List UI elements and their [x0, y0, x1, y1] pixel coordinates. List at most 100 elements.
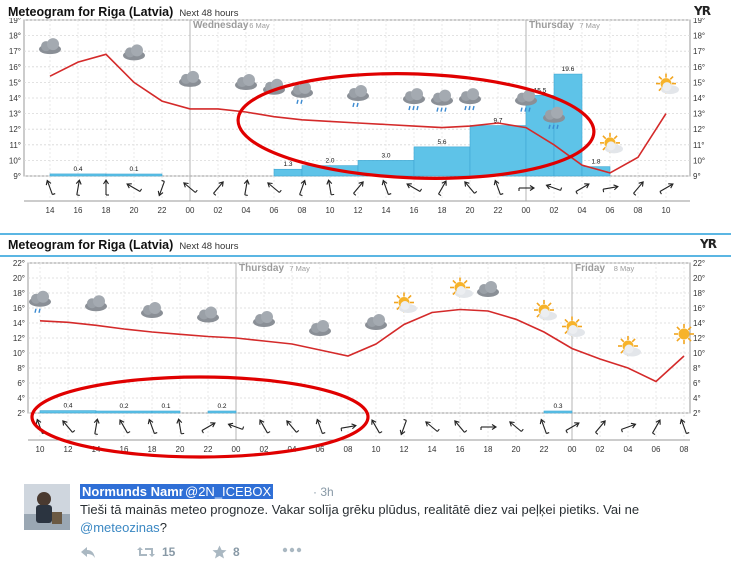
author-handle[interactable]: @2N_ICEBOX [183, 484, 274, 499]
y-tick-left: 14° [9, 94, 21, 103]
precip-bar [207, 410, 237, 414]
cloud-rain-icon [29, 290, 51, 313]
wind-arrow [340, 423, 357, 432]
x-tick-label: 14 [46, 206, 55, 215]
wind-barb [474, 191, 478, 194]
sun-icon [562, 316, 585, 337]
y-tick-right: 4° [693, 394, 701, 403]
y-tick-left: 10° [13, 349, 25, 358]
y-tick-left: 20° [13, 274, 25, 283]
sun-ray [687, 337, 692, 342]
x-tick-label: 00 [186, 206, 195, 215]
cloud-shape [606, 141, 616, 151]
avatar[interactable] [24, 484, 70, 530]
wind-barb [194, 189, 198, 193]
sun-ray [613, 135, 618, 140]
precip-label: 0.3 [553, 403, 562, 410]
x-tick-label: 08 [634, 206, 643, 215]
wind-shaft [299, 181, 305, 195]
sun-icon [618, 336, 641, 357]
x-tick-label: 10 [372, 445, 381, 454]
raindrop [412, 105, 415, 111]
raindrop [408, 105, 411, 111]
y-tick-right: 11° [693, 141, 705, 150]
wind-arrow [539, 418, 550, 435]
precip-label: 1.3 [283, 161, 292, 168]
raindrop [34, 308, 37, 313]
wind-arrow [480, 424, 498, 430]
cloud-shape [47, 38, 59, 51]
wind-head [75, 179, 82, 185]
wind-barb [213, 192, 217, 196]
wind-barb [72, 430, 76, 433]
y-tick-left: 15° [9, 78, 21, 87]
wind-arrow [201, 422, 216, 434]
retweet-button[interactable]: 15 [136, 545, 175, 559]
y-tick-right: 17° [693, 47, 705, 56]
retweet-count: 15 [162, 545, 176, 559]
cloud-rain-icon [309, 320, 331, 336]
wind-shaft [287, 421, 297, 433]
cloud-shape [624, 344, 634, 354]
author-name[interactable]: Normunds Namnieks [80, 484, 215, 499]
precip-label: 15.5 [534, 87, 547, 94]
annotation-ellipse [236, 72, 596, 180]
x-tick-label: 00 [232, 445, 241, 454]
wind-arrow [493, 179, 504, 196]
wind-arrow [454, 420, 468, 433]
wind-shaft [595, 421, 605, 433]
raindrop [548, 124, 551, 129]
day-date: 6 May [249, 21, 270, 30]
yr-logo[interactable]: YR [700, 237, 717, 251]
sun-ray [536, 302, 541, 307]
day-date: 7 May [579, 21, 600, 30]
wind-shaft [541, 420, 547, 434]
favorite-button[interactable]: 8 [212, 545, 240, 559]
wind-shaft [353, 182, 363, 194]
precip-label: 0.4 [73, 166, 82, 173]
wind-barb [379, 431, 383, 434]
more-button[interactable] [282, 545, 302, 555]
tweet-actions: 15 8 [80, 545, 380, 565]
x-tick-label: 02 [550, 206, 559, 215]
cloud-rain-icon [197, 306, 219, 323]
precip-bar [49, 173, 107, 177]
x-tick-label: 18 [484, 445, 493, 454]
tweet[interactable]: Normunds Namnieks @2N_ICEBOX · 3h Tieši … [0, 475, 731, 578]
sun-ray [676, 326, 681, 331]
y-tick-left: 18° [9, 32, 21, 41]
tweet-timestamp[interactable]: · 3h [313, 485, 334, 499]
x-tick-label: 20 [176, 445, 185, 454]
y-tick-left: 19° [9, 18, 21, 25]
wind-arrow [438, 180, 447, 197]
cloud-shape [485, 281, 497, 293]
x-tick-label: 12 [400, 445, 409, 454]
reply-button[interactable] [80, 545, 96, 559]
precip-bar [95, 410, 153, 414]
wind-arrow [299, 179, 307, 197]
wind-arrow [406, 183, 423, 192]
wind-head [399, 429, 406, 436]
wind-head [613, 184, 619, 191]
x-tick-label: 10 [326, 206, 335, 215]
cloud-shape [523, 89, 535, 102]
precip-bar [413, 146, 471, 177]
wind-barb [201, 430, 204, 434]
mention-link[interactable]: @meteozinas [80, 520, 160, 535]
x-tick-label: 22 [494, 206, 503, 215]
plot-area [27, 262, 691, 414]
raindrop [524, 107, 527, 112]
precip-label: 1.8 [591, 159, 600, 166]
wind-arrow [602, 184, 619, 193]
yr-logo[interactable]: YR [694, 4, 711, 18]
y-tick-left: 12° [9, 125, 21, 134]
wind-shaft [438, 181, 446, 195]
y-tick-right: 9° [693, 172, 701, 181]
x-tick-label: 00 [522, 206, 531, 215]
wind-barb [267, 431, 271, 434]
cloud-shape [261, 311, 273, 323]
wind-barb [340, 428, 343, 432]
wind-arrow [267, 182, 282, 193]
wind-shaft [184, 183, 196, 193]
wind-arrow [679, 418, 690, 435]
